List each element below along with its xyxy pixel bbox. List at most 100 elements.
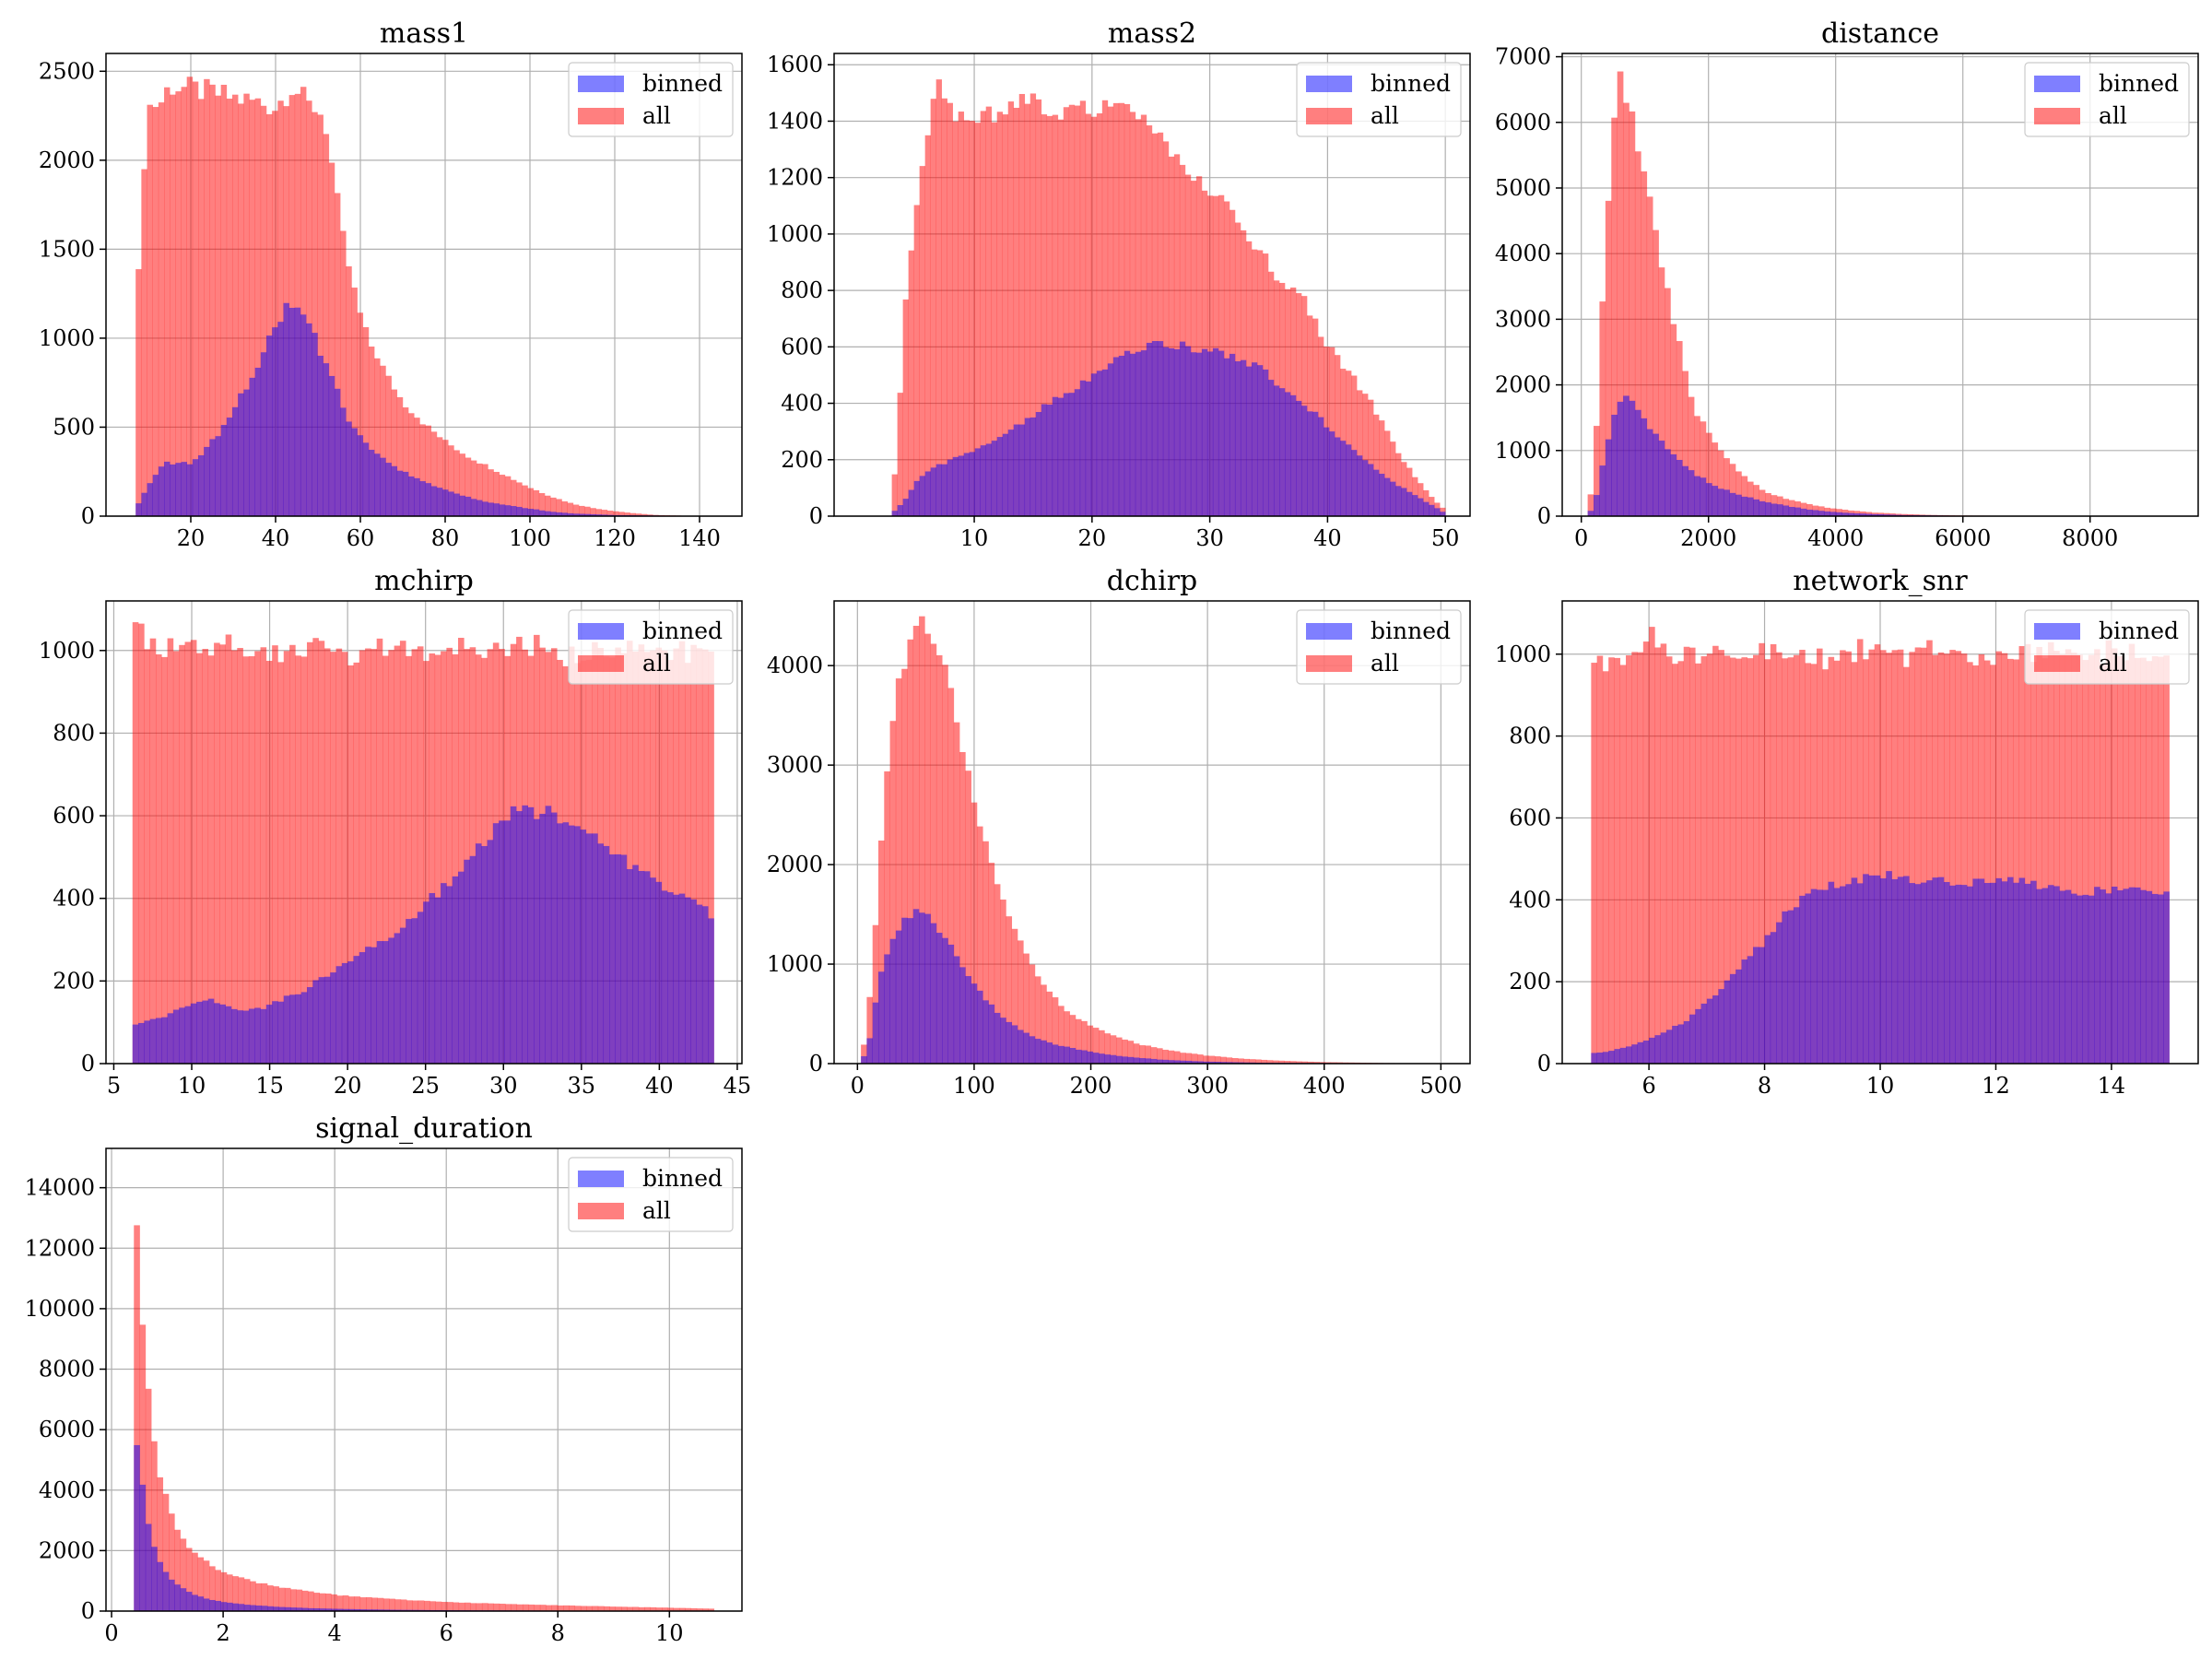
- histogram-bar-binned: [1649, 1037, 1655, 1064]
- histogram-bar-binned: [545, 511, 551, 516]
- histogram-bar-all: [290, 1589, 297, 1611]
- histogram-bar-all: [1672, 664, 1678, 1064]
- histogram-bar-binned: [184, 1006, 192, 1064]
- histogram-bar-binned: [1180, 1060, 1186, 1064]
- histogram-bar-binned: [141, 492, 147, 516]
- histogram-bar-binned: [277, 1001, 285, 1064]
- histogram-bar-binned: [139, 1484, 147, 1611]
- histogram-bar-all: [1002, 114, 1009, 516]
- histogram-bar-all: [638, 1606, 645, 1611]
- histogram-bar-binned: [1324, 427, 1330, 516]
- histogram-bar-all: [145, 1388, 152, 1611]
- histogram-bar-binned: [1429, 504, 1435, 516]
- histogram-bar-binned: [423, 901, 429, 1064]
- histogram-bar-all: [646, 514, 653, 516]
- histogram-bar-binned: [301, 1607, 309, 1611]
- histogram-bar-all: [985, 106, 993, 516]
- histogram-bar-binned: [1412, 495, 1418, 516]
- histogram-bar-all: [391, 389, 398, 516]
- histogram-bar-binned: [1944, 881, 1950, 1064]
- histogram-bar-binned: [1173, 348, 1181, 516]
- legend-swatch-all: [1306, 655, 1352, 672]
- histogram-bar-binned: [963, 453, 970, 516]
- histogram-bar-all: [1006, 916, 1013, 1064]
- histogram-bar-all: [447, 1602, 453, 1611]
- histogram-bar-binned: [220, 425, 228, 516]
- histogram-bar-binned: [272, 1001, 278, 1064]
- histogram-bar-all: [621, 1606, 628, 1611]
- histogram-bar-binned: [1035, 412, 1042, 516]
- histogram-bar-binned: [1619, 1047, 1627, 1064]
- histogram-bar-all: [908, 250, 914, 516]
- y-tick-label: 4000: [39, 1477, 95, 1503]
- histogram-bar-binned: [1634, 409, 1641, 516]
- histogram-bar-all: [2030, 662, 2037, 1064]
- histogram-bar-all: [1891, 650, 1899, 1064]
- histogram-bar-all: [1670, 324, 1677, 516]
- histogram-bar-binned: [924, 471, 931, 516]
- series-binned: [1587, 395, 2180, 516]
- histogram-bar-all: [667, 1607, 674, 1611]
- histogram-bar-all: [341, 652, 348, 1064]
- x-tick-label: 45: [724, 1073, 752, 1099]
- histogram-bar-binned: [1840, 886, 1846, 1064]
- histogram-bar-all: [464, 649, 470, 1064]
- histogram-bar-all: [185, 1547, 193, 1611]
- histogram-bar-all: [238, 1577, 245, 1611]
- histogram-bar-all: [551, 1605, 559, 1611]
- histogram-bar-binned: [1041, 404, 1048, 516]
- histogram-bar-binned: [1362, 460, 1369, 516]
- histogram-bar-all: [1642, 641, 1650, 1064]
- histogram-bar-binned: [1256, 365, 1264, 516]
- x-tick-label: 4: [328, 1620, 342, 1646]
- histogram-bar-binned: [1379, 474, 1385, 516]
- histogram-bar-all: [273, 1586, 279, 1611]
- histogram-bar-all: [505, 1604, 512, 1611]
- histogram-bar-binned: [1018, 1030, 1024, 1064]
- histogram-bar-binned: [539, 813, 546, 1064]
- histogram-bar-all: [254, 98, 262, 516]
- histogram-bar-binned: [366, 1609, 372, 1611]
- histogram-bar-all: [1705, 432, 1712, 516]
- histogram-bar-all: [606, 511, 614, 516]
- histogram-bar-all: [546, 1605, 552, 1611]
- histogram-bar-all: [629, 512, 636, 516]
- histogram-bar-binned: [1822, 889, 1829, 1064]
- legend: binned all: [2024, 62, 2190, 137]
- histogram-bar-all: [1689, 647, 1696, 1064]
- histogram-bar-binned: [1712, 486, 1719, 516]
- histogram-bar-all: [261, 1583, 268, 1611]
- y-tick-label: 2000: [39, 147, 95, 173]
- histogram-bar-all: [170, 94, 176, 516]
- histogram-bar-binned: [394, 933, 401, 1064]
- histogram-bar-binned: [482, 501, 488, 516]
- series-all: [861, 616, 1441, 1064]
- histogram-bar-binned: [408, 476, 415, 516]
- histogram-bar-all: [912, 625, 920, 1064]
- histogram-bar-binned: [347, 961, 354, 1064]
- histogram-bar-binned: [1833, 888, 1841, 1064]
- histogram-bar-all: [1683, 646, 1690, 1064]
- histogram-bar-all: [1104, 1033, 1111, 1064]
- histogram-bar-binned: [2041, 888, 2049, 1064]
- histogram-bar-all: [1190, 181, 1197, 516]
- histogram-bar-all: [1599, 301, 1606, 516]
- histogram-bar-all: [567, 502, 574, 516]
- histogram-bar-binned: [1689, 1014, 1696, 1064]
- histogram-bar-all: [1231, 1057, 1239, 1064]
- histogram-bar-binned: [1705, 483, 1712, 516]
- histogram-bar-all: [308, 1591, 314, 1611]
- histogram-bar-binned: [1741, 496, 1748, 516]
- histogram-bar-all: [539, 1605, 547, 1611]
- histogram-bar-all: [294, 93, 301, 516]
- histogram-bar-binned: [172, 1009, 180, 1064]
- histogram-bar-all: [1822, 669, 1829, 1064]
- histogram-bar-all: [2146, 661, 2153, 1064]
- x-tick-label: 10: [960, 525, 989, 551]
- histogram-bar-all: [685, 663, 691, 1064]
- histogram-panel-signal_duration: signal_duration 0 2 4 6 8 10 0 2000 4000 6000 8000 1…: [25, 1112, 743, 1646]
- histogram-bar-binned: [1735, 969, 1742, 1064]
- histogram-bar-all: [2053, 651, 2060, 1064]
- histogram-bar-all: [414, 418, 420, 516]
- histogram-bar-all: [895, 678, 902, 1064]
